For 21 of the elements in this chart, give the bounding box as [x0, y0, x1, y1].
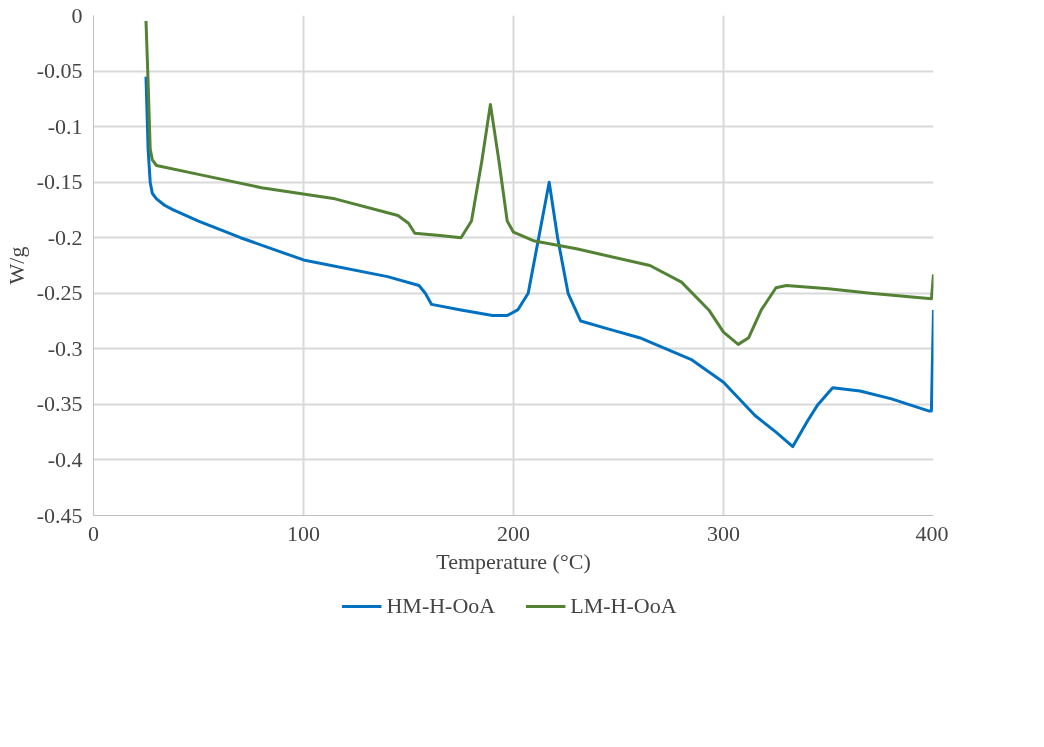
x-tick-label: 0	[88, 520, 99, 546]
x-tick-label: 200	[497, 520, 530, 546]
y-tick-label: -0.45	[36, 502, 83, 528]
y-tick-label: -0.25	[36, 280, 83, 306]
y-tick-label: -0.4	[47, 446, 83, 472]
x-tick-label: 400	[915, 520, 949, 546]
y-tick-label: -0.2	[47, 224, 83, 250]
legend-label: HM-H-OoA	[386, 593, 496, 619]
y-tick-label: -0.05	[36, 58, 83, 84]
y-tick-label: -0.35	[36, 391, 83, 417]
y-tick-label: -0.3	[47, 335, 83, 361]
y-tick-label: -0.15	[36, 169, 83, 195]
y-tick-label: 0	[71, 2, 83, 28]
line-series	[144, 75, 934, 449]
line-series	[144, 19, 934, 346]
x-axis-title: Temperature (°C)	[436, 548, 591, 574]
y-tick-label: -0.1	[47, 113, 83, 139]
x-tick-label: 300	[707, 520, 740, 546]
x-tick-label: 100	[287, 520, 320, 546]
y-axis-title: W/g	[3, 246, 29, 285]
legend-label: LM-H-OoA	[570, 593, 677, 619]
